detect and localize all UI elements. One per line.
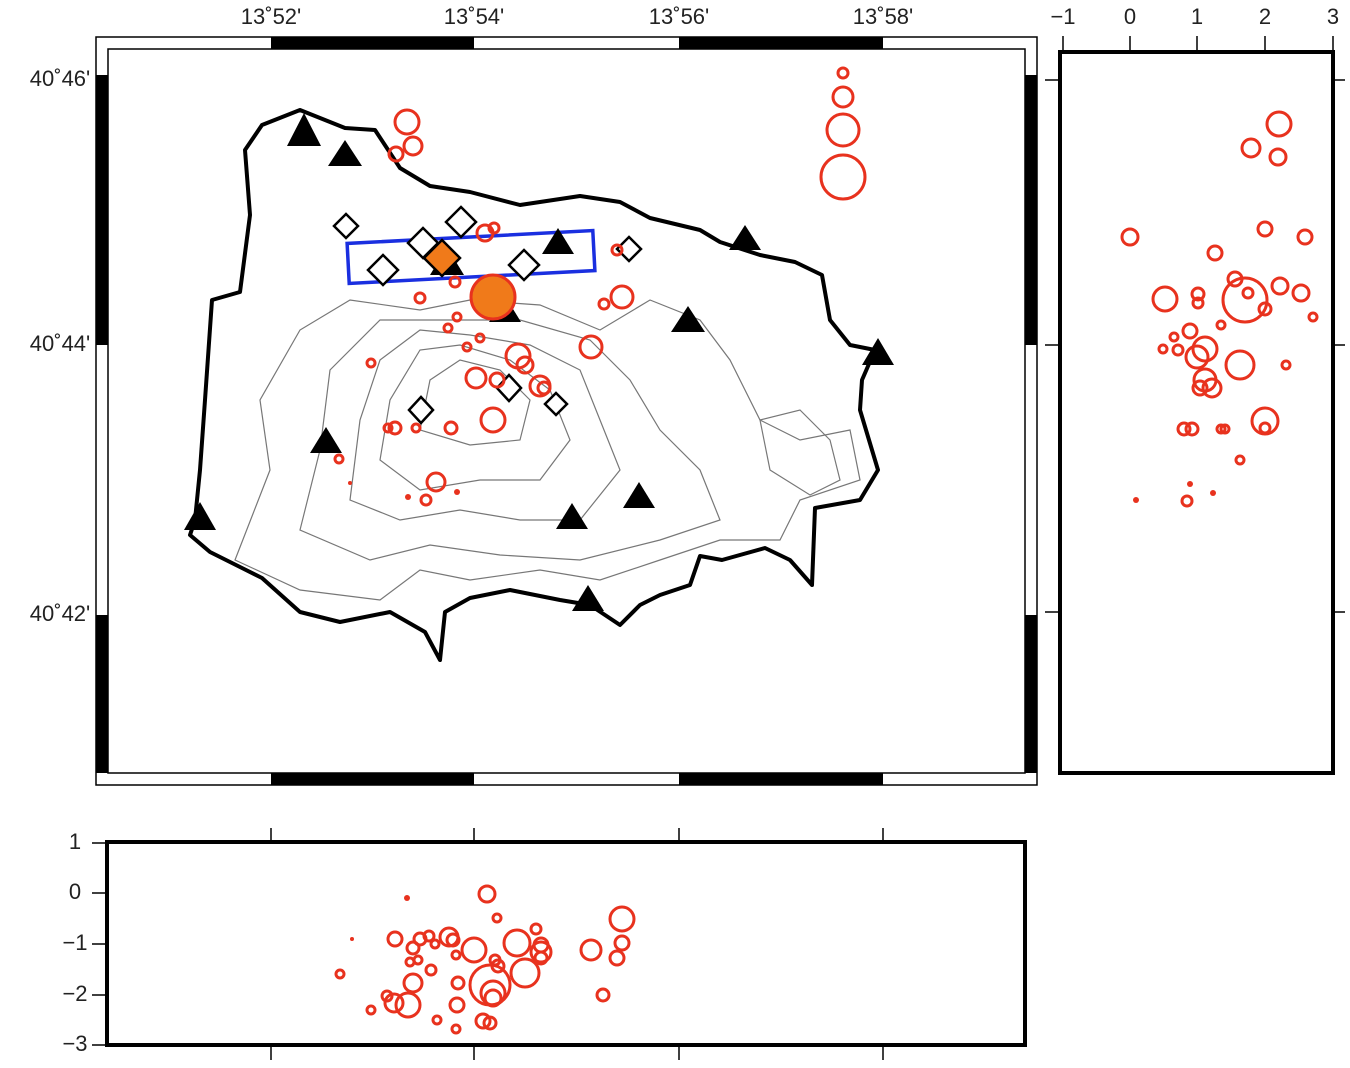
depth-label: −2 <box>62 981 87 1006</box>
depth-label: 0 <box>1124 4 1136 29</box>
map-events <box>333 66 867 507</box>
east-section: −1 0 1 2 3 <box>1045 4 1345 775</box>
map-panel <box>95 36 1038 786</box>
section-frame <box>1058 50 1335 775</box>
scale-bars <box>96 37 1037 785</box>
main-event <box>469 273 517 321</box>
lat-label: 40˚42' <box>30 601 90 626</box>
map-tick-labels: 13˚52' 13˚54' 13˚56' 13˚58' 40˚46' 40˚44… <box>30 4 913 626</box>
depth-label: 1 <box>1191 4 1203 29</box>
stations <box>184 113 894 611</box>
depth-label: 3 <box>1327 4 1339 29</box>
lon-label: 13˚54' <box>444 4 504 29</box>
section-events <box>334 884 636 1035</box>
north-section: 1 0 −1 −2 −3 <box>62 828 1027 1060</box>
lon-label: 13˚56' <box>649 4 709 29</box>
profile-box <box>345 228 597 286</box>
lat-label: 40˚44' <box>30 331 90 356</box>
section-frame <box>105 840 1027 1047</box>
depth-label: −1 <box>1050 4 1075 29</box>
section-ticks <box>92 828 884 1060</box>
depth-label: 2 <box>1259 4 1271 29</box>
depth-label: −3 <box>62 1031 87 1056</box>
depth-label: 0 <box>69 879 81 904</box>
lat-label: 40˚46' <box>30 66 90 91</box>
lon-label: 13˚52' <box>241 4 301 29</box>
contours <box>234 299 861 601</box>
depth-label: −1 <box>62 930 87 955</box>
section-ticks <box>1045 36 1345 613</box>
depth-label: 1 <box>69 829 81 854</box>
coastline <box>188 108 880 662</box>
lon-label: 13˚58' <box>853 4 913 29</box>
section-events <box>1120 110 1319 508</box>
